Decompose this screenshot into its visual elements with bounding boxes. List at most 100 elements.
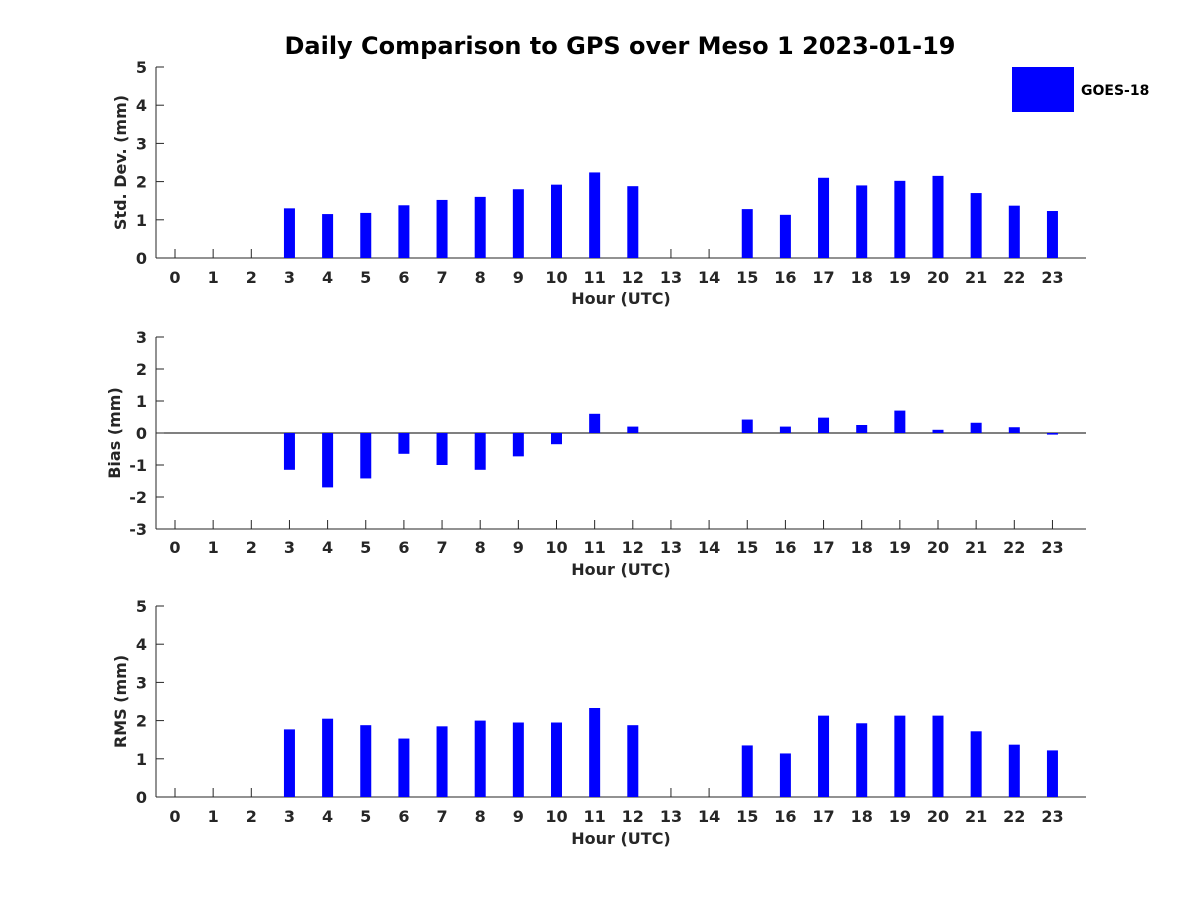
x-tick-label: 19 [889,268,911,287]
bar-hour-19 [894,715,906,797]
bar-hour-16 [779,753,791,797]
y-tick-label: 0 [136,788,147,807]
x-tick-label: 22 [1003,268,1025,287]
bar-hour-9 [512,189,524,258]
y-tick-label: 5 [136,58,147,77]
x-tick-label: 1 [208,268,219,287]
bar-hour-15 [741,745,753,797]
bar-hour-8 [474,720,486,797]
bar-hour-20 [932,715,944,797]
bar-hour-5 [360,433,372,479]
x-tick-label: 17 [812,268,834,287]
bar-hour-5 [360,725,372,797]
x-axis-label: Hour (UTC) [571,829,671,848]
x-tick-label: 13 [660,807,682,826]
x-tick-label: 15 [736,268,758,287]
x-tick-label: 23 [1041,268,1063,287]
x-tick-label: 4 [322,538,333,557]
x-tick-label: 7 [436,268,447,287]
bar-hour-23 [1046,211,1058,258]
y-tick-label: 4 [136,635,147,654]
y-tick-label: 1 [136,750,147,769]
bar-hour-12 [627,725,639,797]
bar-hour-3 [283,729,295,797]
x-tick-label: 9 [513,538,524,557]
y-tick-label: 3 [136,134,147,153]
bar-hour-11 [589,707,601,797]
bar-hour-17 [818,177,830,258]
bar-hour-21 [970,193,982,258]
x-tick-label: 11 [584,268,606,287]
x-tick-label: 20 [927,538,949,557]
x-tick-label: 4 [322,807,333,826]
y-tick-label: 2 [136,360,147,379]
x-tick-label: 9 [513,807,524,826]
bar-hour-19 [894,410,906,433]
x-tick-label: 1 [208,807,219,826]
bar-hour-11 [589,172,601,258]
x-tick-label: 2 [246,807,257,826]
x-tick-label: 17 [812,538,834,557]
bar-hour-6 [398,433,410,454]
x-tick-label: 4 [322,268,333,287]
x-tick-label: 14 [698,538,720,557]
x-tick-label: 7 [436,538,447,557]
bar-hour-8 [474,433,486,470]
x-tick-label: 1 [208,538,219,557]
bar-hour-17 [818,417,830,433]
y-tick-label: 4 [136,96,147,115]
x-tick-label: 15 [736,538,758,557]
x-tick-label: 18 [851,268,873,287]
bar-hour-15 [741,419,753,433]
bar-hour-3 [283,208,295,258]
x-tick-label: 23 [1041,538,1063,557]
x-tick-label: 10 [545,268,567,287]
x-tick-label: 15 [736,807,758,826]
x-tick-label: 5 [360,268,371,287]
y-tick-label: 1 [136,211,147,230]
y-tick-label: 2 [136,173,147,192]
y-tick-label: 0 [136,424,147,443]
bar-hour-7 [436,433,448,465]
x-tick-label: 12 [622,807,644,826]
x-tick-label: 3 [284,268,295,287]
x-tick-label: 8 [475,538,486,557]
bar-hour-5 [360,212,372,258]
bar-hour-9 [512,433,524,457]
bar-hour-16 [779,426,791,433]
y-tick-label: 3 [136,673,147,692]
bar-hour-23 [1046,433,1058,435]
x-tick-label: 21 [965,538,987,557]
bar-hour-10 [551,722,562,797]
x-tick-label: 12 [622,268,644,287]
legend: GOES-18 [1012,67,1149,112]
x-tick-label: 3 [284,807,295,826]
y-axis-label: Bias (mm) [105,387,124,479]
x-tick-label: 6 [398,807,409,826]
bar-hour-6 [398,205,410,258]
x-tick-label: 16 [774,268,796,287]
x-tick-label: 19 [889,807,911,826]
x-axis-label: Hour (UTC) [571,560,671,579]
bar-hour-6 [398,738,410,797]
x-tick-label: 21 [965,807,987,826]
x-tick-label: 5 [360,807,371,826]
x-tick-label: 6 [398,268,409,287]
chart-title: Daily Comparison to GPS over Meso 1 2023… [284,32,955,60]
legend-swatch [1012,67,1074,112]
x-tick-label: 10 [545,807,567,826]
x-tick-label: 0 [169,807,180,826]
y-tick-label: -3 [129,520,147,539]
y-tick-label: 2 [136,712,147,731]
y-axis-label: Std. Dev. (mm) [111,95,130,230]
bar-hour-22 [1008,427,1020,433]
bar-hour-18 [856,185,868,258]
x-tick-label: 6 [398,538,409,557]
x-tick-label: 18 [851,538,873,557]
x-tick-label: 17 [812,807,834,826]
y-tick-label: 1 [136,392,147,411]
y-axis-label: RMS (mm) [111,655,130,748]
x-tick-label: 10 [545,538,567,557]
